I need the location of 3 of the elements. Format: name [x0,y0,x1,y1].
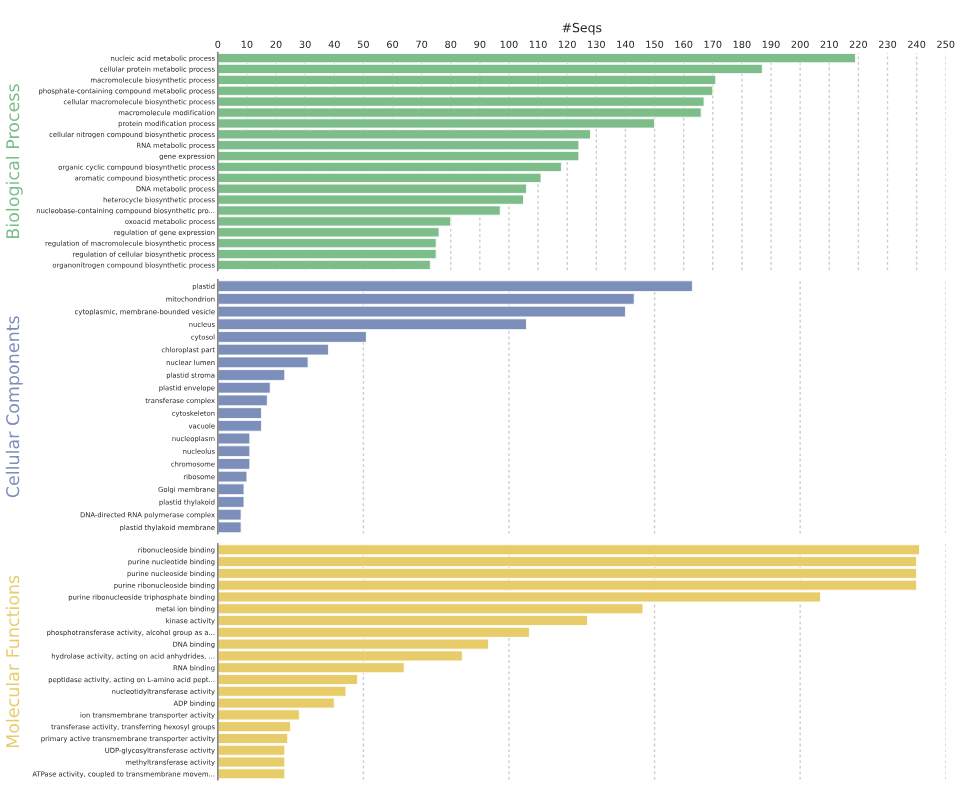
y-axis-title: Molecular Functions [5,575,20,748]
y-axis-title: Biological Process [5,84,23,238]
y-axis-title: Cellular Components [5,316,23,498]
